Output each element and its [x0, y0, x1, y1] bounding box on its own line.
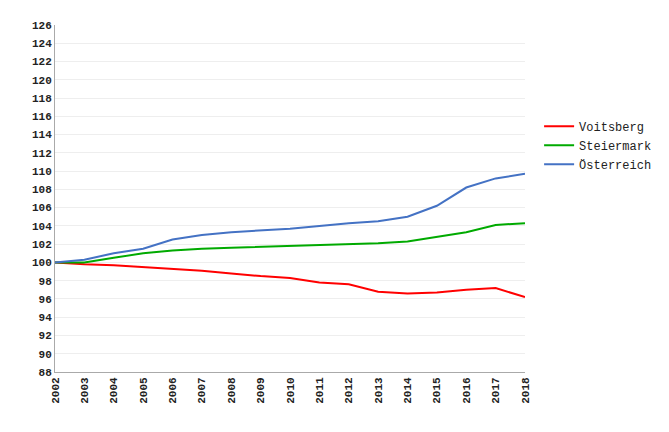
svg-text:106: 106 [32, 202, 52, 214]
svg-text:116: 116 [32, 111, 52, 123]
svg-text:112: 112 [32, 148, 52, 160]
svg-text:110: 110 [32, 166, 52, 178]
svg-text:96: 96 [39, 294, 52, 306]
svg-text:Voitsberg: Voitsberg [579, 121, 644, 135]
svg-text:2015: 2015 [431, 377, 443, 404]
svg-text:2014: 2014 [402, 377, 414, 404]
svg-text:2006: 2006 [167, 377, 179, 403]
svg-text:88: 88 [39, 367, 53, 379]
svg-text:100: 100 [32, 257, 52, 269]
svg-text:2010: 2010 [285, 377, 297, 403]
svg-text:2004: 2004 [108, 377, 120, 404]
svg-text:118: 118 [32, 93, 52, 105]
svg-text:122: 122 [32, 56, 52, 68]
svg-text:98: 98 [39, 276, 53, 288]
svg-text:102: 102 [32, 239, 52, 251]
svg-text:124: 124 [32, 38, 52, 50]
svg-text:2002: 2002 [50, 377, 62, 403]
svg-text:2003: 2003 [79, 377, 91, 404]
svg-text:90: 90 [39, 349, 52, 361]
svg-text:94: 94 [39, 312, 53, 324]
svg-text:2005: 2005 [138, 377, 150, 404]
svg-text:2013: 2013 [373, 377, 385, 404]
svg-text:2008: 2008 [226, 377, 238, 404]
svg-text:120: 120 [32, 75, 52, 87]
svg-text:Steiermark: Steiermark [579, 140, 651, 154]
svg-text:2017: 2017 [490, 377, 502, 403]
svg-text:2016: 2016 [461, 377, 473, 403]
svg-text:2011: 2011 [314, 377, 326, 404]
svg-text:Österreich: Österreich [579, 159, 651, 173]
svg-text:2007: 2007 [196, 377, 208, 403]
svg-text:2009: 2009 [255, 377, 267, 403]
svg-text:126: 126 [32, 20, 52, 32]
svg-text:104: 104 [32, 221, 52, 233]
svg-text:92: 92 [39, 330, 52, 342]
svg-text:2018: 2018 [520, 377, 532, 404]
svg-text:114: 114 [32, 129, 52, 141]
svg-text:108: 108 [32, 184, 52, 196]
svg-text:2012: 2012 [343, 377, 355, 403]
